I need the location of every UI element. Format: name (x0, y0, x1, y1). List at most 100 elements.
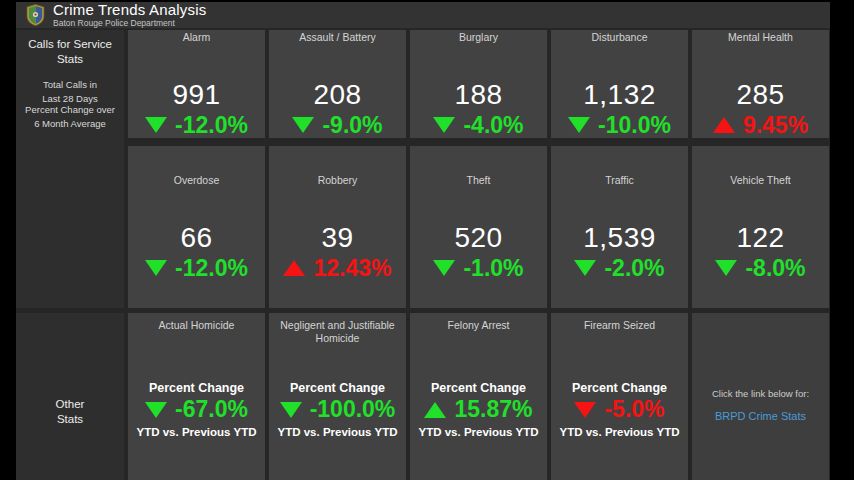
crime-trends-dashboard: Crime Trends Analysis Baton Rouge Police… (0, 0, 854, 480)
stat-value: 66 (180, 224, 212, 252)
stat-value: 1,132 (583, 81, 656, 109)
trend-arrow-icon (280, 402, 302, 418)
stat-card-alarm: Alarm 991 -12.0% (128, 30, 265, 138)
stat-change-value: -12.0% (175, 257, 248, 280)
other-title: Negligent and Justifiable Homicide (269, 319, 406, 345)
ytd-footnote: YTD vs. Previous YTD (560, 426, 680, 438)
percent-change-label: Percent Change (572, 381, 667, 395)
stat-title: Assault / Battery (295, 31, 379, 44)
other-card-actual-homicide: Actual Homicide Percent Change -67.0% YT… (128, 313, 265, 480)
other-change: 15.87% (424, 398, 532, 421)
calls-for-service-sidebar: Calls for Service Stats Total Calls in L… (16, 30, 124, 308)
trend-arrow-icon (574, 260, 596, 276)
other-change-value: -5.0% (604, 398, 664, 421)
stat-change-value: -2.0% (604, 257, 664, 280)
other-change-value: 15.87% (454, 398, 532, 421)
stat-change: 12.43% (283, 257, 391, 280)
stat-value: 188 (454, 81, 502, 109)
other-change-value: -100.0% (310, 398, 396, 421)
other-card-felony-arrest: Felony Arrest Percent Change 15.87% YTD … (410, 313, 547, 480)
stat-card-overdose: Overdose 66 -12.0% (128, 146, 265, 308)
trend-arrow-icon (715, 260, 737, 276)
stat-change: -10.0% (568, 114, 671, 137)
stat-value: 520 (454, 224, 502, 252)
trend-arrow-icon (145, 402, 167, 418)
brpd-badge-icon (26, 4, 45, 26)
stat-change-value: -4.0% (463, 114, 523, 137)
trend-arrow-icon (283, 260, 305, 276)
trend-arrow-icon (574, 402, 596, 418)
stat-title: Alarm (179, 31, 214, 44)
stat-change: -1.0% (433, 257, 523, 280)
other-change: -5.0% (574, 398, 664, 421)
stat-change: -8.0% (715, 257, 805, 280)
stat-change: -4.0% (433, 114, 523, 137)
other-change: -100.0% (280, 398, 396, 421)
ytd-footnote: YTD vs. Previous YTD (278, 426, 398, 438)
stat-card-vehicle-theft: Vehicle Theft 122 -8.0% (692, 146, 829, 308)
stat-change-value: -9.0% (322, 114, 382, 137)
percent-change-label: Percent Change (290, 381, 385, 395)
calls-sidebar-note-percent: Percent Change over 6 Month Average (16, 103, 124, 131)
header-text: Crime Trends Analysis Baton Rouge Police… (53, 2, 206, 28)
trend-arrow-icon (145, 260, 167, 276)
trend-arrow-icon (568, 117, 590, 133)
header-bar: Crime Trends Analysis Baton Rouge Police… (16, 2, 830, 28)
other-change-value: -67.0% (175, 398, 248, 421)
stat-change: -2.0% (574, 257, 664, 280)
stat-card-robbery: Robbery 39 12.43% (269, 146, 406, 308)
percent-change-label: Percent Change (149, 381, 244, 395)
stat-card-assault-battery: Assault / Battery 208 -9.0% (269, 30, 406, 138)
other-title: Firearm Seized (551, 319, 688, 332)
percent-change-label: Percent Change (431, 381, 526, 395)
trend-arrow-icon (145, 117, 167, 133)
other-title: Felony Arrest (410, 319, 547, 332)
other-title: Actual Homicide (128, 319, 265, 332)
stat-change: -12.0% (145, 257, 248, 280)
page-subtitle: Baton Rouge Police Department (53, 19, 206, 28)
stat-value: 285 (736, 81, 784, 109)
stat-card-theft: Theft 520 -1.0% (410, 146, 547, 308)
stat-change: 9.45% (713, 114, 808, 137)
trend-arrow-icon (713, 117, 735, 133)
stat-title: Theft (463, 174, 495, 187)
ytd-footnote: YTD vs. Previous YTD (419, 426, 539, 438)
stat-change-value: -8.0% (745, 257, 805, 280)
brpd-crime-stats-link[interactable]: BRPD Crime Stats (692, 410, 829, 422)
stat-value: 991 (172, 81, 220, 109)
stat-title: Vehicle Theft (726, 174, 795, 187)
other-card-negligent-homicide: Negligent and Justifiable Homicide Perce… (269, 313, 406, 480)
ytd-footnote: YTD vs. Previous YTD (137, 426, 257, 438)
trend-arrow-icon (424, 402, 446, 418)
calls-sidebar-title: Calls for Service Stats (16, 37, 124, 67)
stat-change-value: 9.45% (743, 114, 808, 137)
other-card-firearm-seized: Firearm Seized Percent Change -5.0% YTD … (551, 313, 688, 480)
calls-sidebar-note-total: Total Calls in Last 28 Days (16, 78, 124, 106)
stat-title: Overdose (170, 174, 224, 187)
stat-title: Traffic (601, 174, 638, 187)
stat-card-traffic: Traffic 1,539 -2.0% (551, 146, 688, 308)
stat-change-value: -12.0% (175, 114, 248, 137)
trend-arrow-icon (433, 260, 455, 276)
trend-arrow-icon (292, 117, 314, 133)
stat-value: 122 (736, 224, 784, 252)
stat-value: 39 (321, 224, 353, 252)
stat-change: -9.0% (292, 114, 382, 137)
stat-title: Mental Health (724, 31, 797, 44)
stat-value: 1,539 (583, 224, 656, 252)
stat-title: Robbery (314, 174, 362, 187)
stat-change-value: 12.43% (313, 257, 391, 280)
trend-arrow-icon (433, 117, 455, 133)
page-title: Crime Trends Analysis (53, 2, 206, 17)
link-card: Click the link below for: BRPD Crime Sta… (692, 313, 829, 480)
link-prompt: Click the link below for: (692, 388, 829, 399)
other-change: -67.0% (145, 398, 248, 421)
other-stats-sidebar: Other Stats (16, 313, 124, 480)
stat-change-value: -1.0% (463, 257, 523, 280)
stat-card-mental-health: Mental Health 285 9.45% (692, 30, 829, 138)
stat-change: -12.0% (145, 114, 248, 137)
other-sidebar-title: Other Stats (16, 397, 124, 427)
stat-card-disturbance: Disturbance 1,132 -10.0% (551, 30, 688, 138)
stat-card-burglary: Burglary 188 -4.0% (410, 30, 547, 138)
stat-title: Burglary (455, 31, 502, 44)
